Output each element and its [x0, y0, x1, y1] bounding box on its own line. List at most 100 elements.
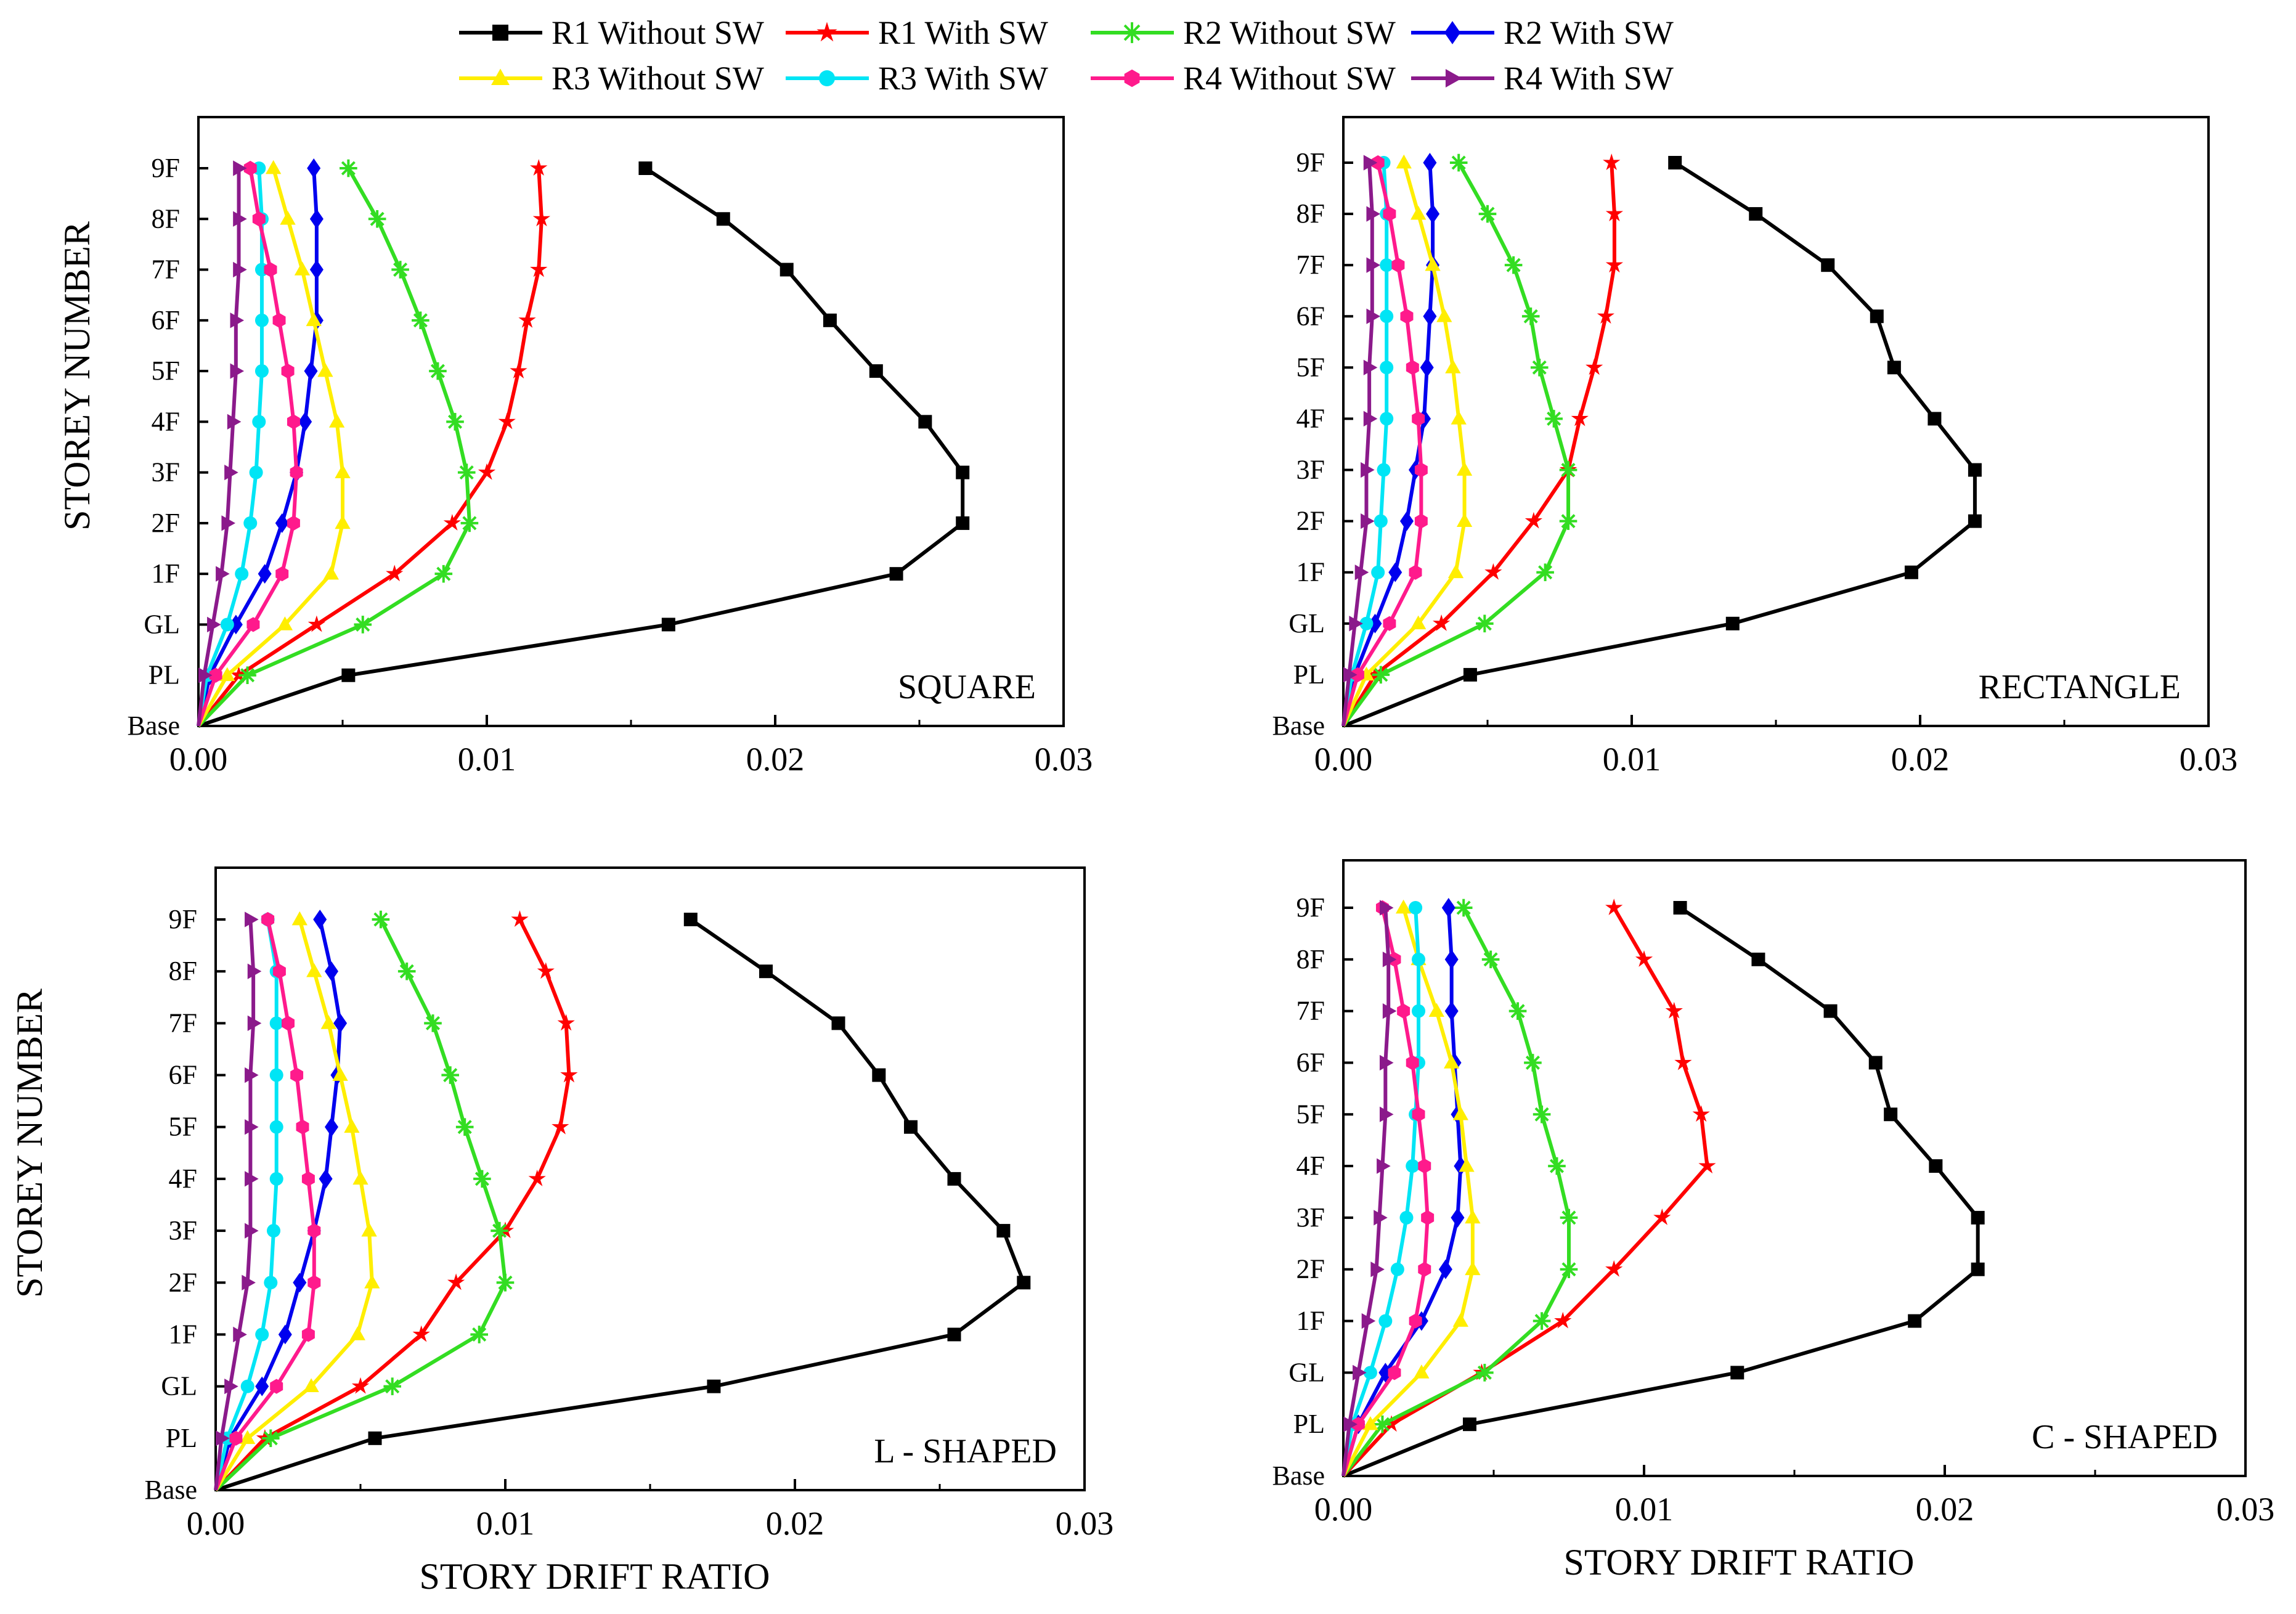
- data-point: [1371, 155, 1385, 171]
- data-point: [1823, 1004, 1838, 1018]
- data-point: [240, 1430, 256, 1445]
- legend-label: R1 With SW: [878, 14, 1048, 51]
- data-point: [1412, 1107, 1425, 1122]
- data-point: [307, 615, 326, 632]
- series-r1-with-sw: [214, 910, 578, 1492]
- data-point: [532, 210, 551, 227]
- data-point: [460, 514, 479, 532]
- data-point: [235, 567, 249, 581]
- data-point: [368, 1431, 382, 1445]
- plot-frame: [1342, 116, 2210, 727]
- data-point: [1426, 204, 1440, 224]
- data-point: [1409, 564, 1422, 580]
- data-point: [1425, 256, 1441, 271]
- data-point: [1374, 1210, 1388, 1226]
- y-tick-label: 2F: [169, 1267, 197, 1297]
- panel-label: RECTANGLE: [1979, 668, 2181, 706]
- series-line: [1341, 907, 1430, 1477]
- y-axis-label: STOREY NUMBER: [9, 988, 50, 1298]
- y-tick-label: 5F: [152, 356, 180, 386]
- data-point: [1343, 1416, 1358, 1432]
- data-point: [290, 1067, 304, 1083]
- data-point: [282, 1016, 295, 1031]
- data-point: [1605, 899, 1623, 916]
- series-line: [1341, 162, 1374, 727]
- data-point: [1354, 564, 1369, 581]
- legend-label: R3 With SW: [878, 60, 1048, 97]
- y-tick-label: 3F: [169, 1215, 197, 1245]
- data-point: [1968, 463, 1982, 477]
- data-point: [230, 312, 245, 328]
- y-tick-label: PL: [166, 1423, 197, 1453]
- data-point: [245, 1223, 259, 1239]
- data-point: [1548, 1157, 1566, 1175]
- data-point: [996, 1224, 1011, 1238]
- data-point: [1420, 357, 1434, 378]
- data-point: [1749, 207, 1763, 221]
- data-point: [1478, 205, 1497, 223]
- data-point: [552, 1117, 569, 1135]
- data-point: [1444, 1054, 1460, 1069]
- data-point: [1751, 952, 1765, 966]
- y-tick-label: GL: [1288, 608, 1325, 638]
- y-tick-label: 2F: [1297, 1254, 1325, 1284]
- data-point: [470, 1326, 488, 1343]
- data-point: [306, 312, 322, 327]
- data-point: [716, 212, 730, 226]
- data-point: [216, 566, 230, 582]
- data-point: [1423, 153, 1437, 173]
- legend-item-r3-without-sw: R3 Without SW: [459, 60, 764, 97]
- legend-marker: [816, 22, 837, 42]
- data-point: [473, 1170, 491, 1188]
- y-tick-label: 4F: [1297, 1151, 1325, 1181]
- data-point: [1406, 1159, 1420, 1173]
- y-tick-label: 4F: [169, 1164, 197, 1194]
- data-point: [1017, 1276, 1031, 1290]
- data-point: [386, 564, 404, 582]
- data-point: [434, 564, 453, 583]
- data-point: [759, 964, 773, 979]
- y-tick-label: 7F: [169, 1008, 197, 1038]
- data-point: [1399, 1210, 1414, 1225]
- data-point: [412, 1325, 430, 1342]
- data-point: [280, 211, 296, 225]
- data-point: [221, 515, 235, 531]
- data-point: [323, 565, 339, 580]
- data-point: [1530, 359, 1549, 377]
- series-line: [1341, 907, 1571, 1477]
- data-point: [243, 160, 257, 176]
- series-r1-without-sw: [215, 913, 1031, 1492]
- data-point: [1605, 256, 1624, 273]
- data-point: [1362, 1416, 1378, 1430]
- series-line: [214, 919, 279, 1491]
- series-r4-without-sw: [197, 160, 303, 727]
- data-point: [1870, 309, 1884, 324]
- series-line: [197, 167, 471, 728]
- data-point: [1374, 514, 1388, 528]
- series-line: [1342, 906, 1980, 1478]
- data-point: [1363, 359, 1378, 376]
- series-r4-without-sw: [214, 911, 321, 1491]
- series-r3-without-sw: [1341, 899, 1481, 1477]
- data-point: [1476, 614, 1494, 633]
- data-point: [1366, 206, 1380, 222]
- data-point: [1868, 1056, 1883, 1070]
- data-point: [1456, 513, 1473, 527]
- data-point: [1459, 1157, 1475, 1172]
- data-point: [1971, 1210, 1985, 1225]
- x-tick-label: 0.02: [746, 741, 805, 778]
- data-point: [1390, 1262, 1404, 1276]
- legend-item-r3-with-sw: R3 With SW: [786, 60, 1048, 97]
- series-r1-with-sw: [197, 159, 551, 727]
- chart-c-shaped: 0.00 0.01 0.02 0.03 Base PL GL 1F 2F 3F 4F 5F 6F 7F 8F…: [1272, 859, 2274, 1583]
- data-point: [1698, 1157, 1716, 1174]
- data-point: [307, 158, 321, 178]
- data-point: [455, 1118, 474, 1136]
- data-point: [1452, 1106, 1468, 1120]
- legend-marker: [1444, 21, 1460, 44]
- data-point: [1380, 412, 1394, 426]
- data-point: [1508, 1002, 1527, 1020]
- data-point: [638, 161, 653, 175]
- y-tick-label: 9F: [1297, 147, 1325, 177]
- data-point: [352, 1170, 368, 1185]
